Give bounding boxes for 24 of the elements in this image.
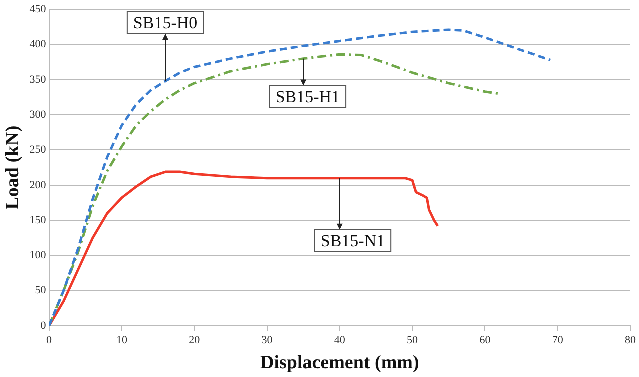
x-tick-label: 40	[334, 334, 346, 346]
x-tick-label: 60	[480, 334, 492, 346]
series-label: SB15-H0	[133, 13, 198, 32]
y-tick-label: 50	[35, 284, 47, 297]
y-tick-label: 300	[30, 108, 47, 121]
y-tick-label: 400	[30, 38, 47, 51]
y-tick-label: 0	[40, 320, 47, 332]
x-tick-label: 10	[116, 334, 128, 346]
y-tick-label: 450	[30, 3, 47, 16]
y-tick-label: 100	[30, 250, 47, 262]
y-tick-label: 350	[30, 74, 47, 86]
x-tick-label: 80	[625, 334, 636, 346]
series-label: SB15-H1	[276, 87, 340, 106]
x-tick-label: 30	[262, 334, 274, 346]
y-tick-label: 150	[30, 214, 47, 226]
x-tick-label: 20	[189, 334, 201, 346]
x-axis-title: Displacement (mm)	[260, 352, 420, 374]
y-tick-label: 250	[30, 144, 47, 156]
line-series	[49, 28, 552, 326]
x-tick-label: 50	[407, 334, 419, 346]
y-axis-title: Load (kN)	[2, 126, 24, 210]
y-tick-label: 200	[30, 179, 47, 192]
text: SB15-N1	[320, 231, 386, 250]
x-tick-label: 70	[552, 334, 564, 346]
